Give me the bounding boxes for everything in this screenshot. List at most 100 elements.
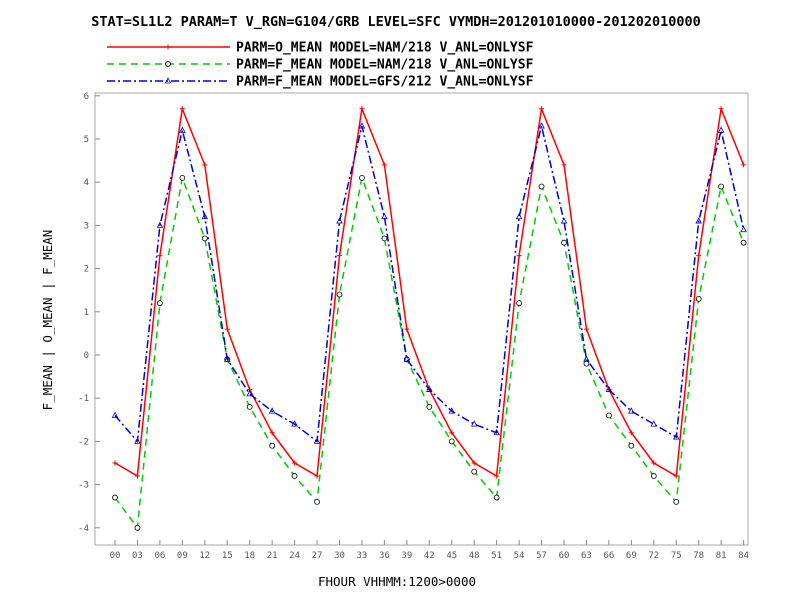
data-point bbox=[583, 360, 590, 367]
data-point bbox=[165, 44, 171, 50]
data-point bbox=[449, 430, 455, 436]
x-tick-label: 39 bbox=[401, 551, 412, 561]
data-point bbox=[359, 174, 365, 181]
x-tick-label: 06 bbox=[154, 551, 165, 561]
series-line bbox=[114, 125, 745, 444]
data-point bbox=[359, 106, 365, 112]
data-point bbox=[268, 407, 276, 414]
data-point bbox=[515, 212, 523, 220]
series-line bbox=[114, 175, 745, 530]
data-point bbox=[246, 390, 253, 397]
data-point bbox=[717, 126, 725, 133]
x-tick-label: 54 bbox=[514, 551, 525, 561]
y-axis: -4 -3 -2 -1 0 1 2 3 4 5 6 bbox=[78, 92, 100, 534]
x-tick-label: 48 bbox=[469, 551, 480, 561]
x-tick-label: 69 bbox=[626, 551, 637, 561]
data-point bbox=[179, 106, 185, 112]
data-point bbox=[269, 442, 276, 449]
data-point bbox=[292, 460, 298, 466]
data-point bbox=[314, 498, 320, 505]
data-point bbox=[538, 183, 545, 190]
data-point bbox=[672, 433, 680, 440]
data-point bbox=[156, 221, 164, 228]
x-tick-label: 18 bbox=[244, 551, 255, 561]
data-point bbox=[471, 460, 477, 466]
x-tick-label: 12 bbox=[199, 551, 210, 561]
data-point bbox=[470, 420, 478, 427]
data-point bbox=[538, 122, 545, 129]
data-point bbox=[201, 235, 208, 242]
legend-label: PARM=F_MEAN MODEL=GFS/212 V_ANL=ONLYSF bbox=[236, 75, 534, 90]
data-point bbox=[583, 326, 589, 332]
data-point bbox=[695, 295, 702, 302]
y-tick-label: -2 bbox=[78, 437, 89, 447]
data-point bbox=[426, 403, 433, 410]
data-point bbox=[628, 407, 635, 414]
y-tick-label: 2 bbox=[84, 265, 89, 275]
x-axis: 00 03 06 09 12 15 18 21 24 27 30 33 36 39 42 45 48 51 54 57… bbox=[110, 540, 749, 561]
data-point bbox=[111, 411, 119, 418]
x-tick-label: 57 bbox=[536, 551, 547, 561]
series-layer bbox=[111, 105, 747, 531]
data-point bbox=[696, 253, 702, 259]
x-tick-label: 42 bbox=[424, 551, 435, 561]
data-point bbox=[337, 253, 342, 259]
x-tick-label: 33 bbox=[357, 551, 368, 561]
data-point bbox=[539, 106, 545, 112]
x-tick-label: 09 bbox=[177, 551, 188, 561]
data-point bbox=[201, 212, 209, 220]
y-tick-label: 5 bbox=[84, 135, 89, 145]
data-point bbox=[381, 162, 387, 168]
legend-entry-2: PARM=F_MEAN MODEL=NAM/218 V_ANL=ONLYSF bbox=[107, 58, 534, 73]
y-tick-label: 3 bbox=[84, 221, 89, 231]
y-axis-label: F_MEAN | O_MEAN | F_MEAN bbox=[40, 230, 55, 411]
data-point bbox=[471, 468, 478, 475]
data-point bbox=[651, 460, 657, 466]
data-point bbox=[516, 253, 522, 259]
data-point bbox=[695, 217, 702, 224]
data-point bbox=[403, 355, 411, 362]
data-point bbox=[448, 407, 456, 414]
data-point bbox=[448, 438, 455, 445]
x-tick-label: 27 bbox=[312, 551, 323, 561]
data-point bbox=[224, 326, 230, 332]
data-point bbox=[426, 385, 433, 392]
x-tick-label: 45 bbox=[446, 551, 457, 561]
x-tick-label: 81 bbox=[716, 551, 727, 561]
x-tick-label: 75 bbox=[671, 551, 682, 561]
data-point bbox=[628, 430, 634, 436]
data-point bbox=[494, 473, 500, 479]
data-point bbox=[165, 61, 171, 67]
x-tick-label: 24 bbox=[289, 551, 300, 561]
x-tick-label: 66 bbox=[603, 551, 614, 561]
data-point bbox=[381, 235, 388, 242]
data-point bbox=[269, 430, 275, 436]
y-tick-label: 6 bbox=[84, 92, 89, 102]
data-point bbox=[740, 225, 747, 233]
x-axis-label: FHOUR VHHMM:1200>0000 bbox=[318, 574, 476, 589]
y-tick-label: 4 bbox=[84, 178, 89, 188]
data-point bbox=[493, 494, 500, 501]
x-tick-label: 60 bbox=[559, 551, 570, 561]
plot-frame bbox=[94, 92, 749, 546]
data-point bbox=[718, 183, 725, 190]
data-point bbox=[605, 385, 613, 392]
data-point bbox=[202, 162, 208, 168]
legend: PARM=O_MEAN MODEL=NAM/218 V_ANL=ONLYSF PA… bbox=[107, 41, 534, 90]
data-point bbox=[740, 239, 747, 246]
data-point bbox=[157, 253, 163, 259]
x-tick-label: 51 bbox=[491, 551, 502, 561]
data-point bbox=[336, 217, 343, 224]
x-tick-label: 21 bbox=[267, 551, 278, 561]
data-point bbox=[718, 106, 724, 112]
chart-title: STAT=SL1L2 PARAM=T V_RGN=G104/GRB LEVEL=… bbox=[91, 14, 701, 30]
data-point bbox=[291, 420, 298, 427]
legend-label: PARM=O_MEAN MODEL=NAM/218 V_ANL=ONLYSF bbox=[236, 41, 534, 56]
x-tick-label: 36 bbox=[379, 551, 390, 561]
y-tick-label: 1 bbox=[84, 308, 89, 318]
y-tick-label: -1 bbox=[78, 394, 89, 404]
data-point bbox=[164, 77, 172, 84]
data-point bbox=[134, 473, 140, 479]
data-point bbox=[561, 162, 567, 168]
x-tick-label: 84 bbox=[738, 551, 749, 561]
